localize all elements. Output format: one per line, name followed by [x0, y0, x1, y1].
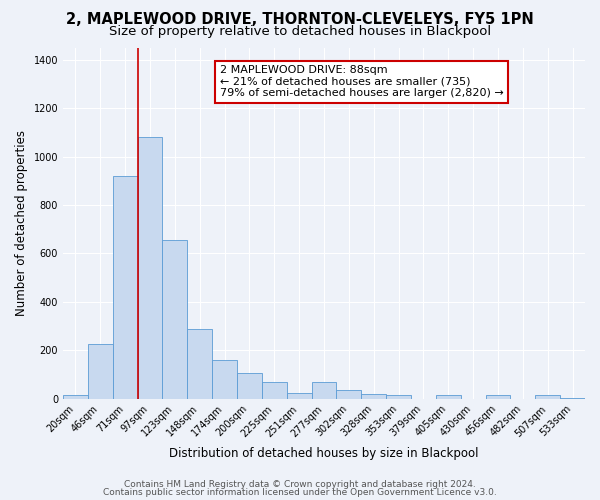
- Text: Contains public sector information licensed under the Open Government Licence v3: Contains public sector information licen…: [103, 488, 497, 497]
- Text: Size of property relative to detached houses in Blackpool: Size of property relative to detached ho…: [109, 25, 491, 38]
- Text: 2 MAPLEWOOD DRIVE: 88sqm
← 21% of detached houses are smaller (735)
79% of semi-: 2 MAPLEWOOD DRIVE: 88sqm ← 21% of detach…: [220, 65, 503, 98]
- Bar: [88, 344, 113, 399]
- Bar: [287, 392, 311, 399]
- Bar: [163, 240, 187, 399]
- Y-axis label: Number of detached properties: Number of detached properties: [15, 130, 28, 316]
- Bar: [535, 395, 560, 399]
- Bar: [187, 328, 212, 399]
- Bar: [63, 395, 88, 399]
- Bar: [113, 176, 137, 399]
- Bar: [485, 395, 511, 399]
- Bar: [262, 382, 287, 399]
- Bar: [137, 137, 163, 399]
- Bar: [560, 398, 585, 399]
- Bar: [436, 395, 461, 399]
- Text: 2, MAPLEWOOD DRIVE, THORNTON-CLEVELEYS, FY5 1PN: 2, MAPLEWOOD DRIVE, THORNTON-CLEVELEYS, …: [66, 12, 534, 28]
- Bar: [386, 395, 411, 399]
- Bar: [337, 390, 361, 399]
- Bar: [311, 382, 337, 399]
- Bar: [237, 374, 262, 399]
- Text: Contains HM Land Registry data © Crown copyright and database right 2024.: Contains HM Land Registry data © Crown c…: [124, 480, 476, 489]
- Bar: [212, 360, 237, 399]
- X-axis label: Distribution of detached houses by size in Blackpool: Distribution of detached houses by size …: [169, 447, 479, 460]
- Bar: [361, 394, 386, 399]
